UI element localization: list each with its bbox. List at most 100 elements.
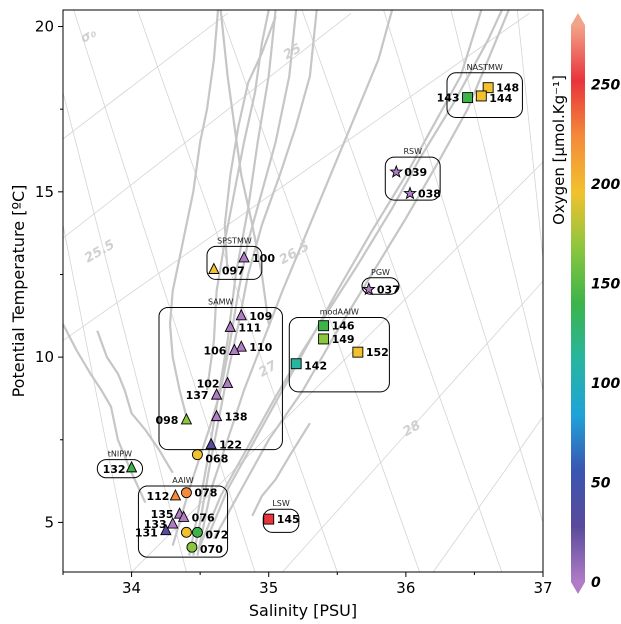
marker-label-070: 070 xyxy=(200,543,223,556)
colorbar-bottom-arrow xyxy=(571,582,585,594)
marker-149 xyxy=(318,333,330,345)
colorbar-body xyxy=(571,25,585,582)
colorbar-top-arrow xyxy=(571,13,585,25)
group-box-spstmw xyxy=(206,245,263,280)
marker-label-112: 112 xyxy=(146,490,169,503)
marker-145 xyxy=(263,513,275,525)
marker-132 xyxy=(125,460,138,473)
marker-070 xyxy=(186,541,198,553)
x-tick-label: 37 xyxy=(533,579,552,597)
isopycnal-line xyxy=(63,224,132,572)
marker-label-146: 146 xyxy=(332,320,355,333)
marker-146 xyxy=(318,320,330,332)
marker-label-072: 072 xyxy=(205,528,228,541)
ctd-profile-line xyxy=(219,10,270,325)
group-label-samw: SAMW xyxy=(208,298,234,307)
marker-label-076: 076 xyxy=(192,511,215,524)
group-box-pgw xyxy=(361,277,400,295)
marker-072 xyxy=(191,526,203,538)
marker-label-038: 038 xyxy=(418,187,441,200)
isopycnal-line xyxy=(63,12,352,239)
marker-100 xyxy=(238,250,250,263)
water-mass-boxes: NASTMW RSW SPSTMW PGW SAMW modAAIW tNIPW AAIW LS… xyxy=(96,63,523,558)
ctd-profiles xyxy=(63,10,510,556)
group-box-nastmw xyxy=(446,72,523,118)
marker-097 xyxy=(208,262,220,274)
group-box-modaaiw xyxy=(288,316,390,393)
x-axis-title: Salinity [PSU] xyxy=(249,601,357,620)
marker-152 xyxy=(352,346,364,358)
marker-label-037: 037 xyxy=(377,283,400,296)
colorbar-tick-label: 0 xyxy=(591,575,601,591)
marker-label-039: 039 xyxy=(404,166,427,179)
plot-frame xyxy=(62,9,544,573)
marker-038 xyxy=(403,186,417,200)
colorbar-title: Oxygen [µmol.Kg⁻¹] xyxy=(550,75,568,225)
x-tick-label: 36 xyxy=(396,579,415,597)
group-box-rsw xyxy=(384,156,441,201)
marker-label-111: 111 xyxy=(238,321,261,334)
marker-076 xyxy=(177,510,190,522)
colorbar: 0 50 100 150 200 250 xyxy=(571,13,620,594)
marker-142 xyxy=(290,358,302,370)
y-tick-label: 5 xyxy=(44,513,54,531)
ctd-profile-line xyxy=(192,10,318,556)
marker-label-110: 110 xyxy=(249,341,272,354)
ctd-profile-line xyxy=(223,16,277,275)
marker-039 xyxy=(389,164,404,178)
marker-label-098: 098 xyxy=(155,414,178,427)
y-tick-label: 10 xyxy=(35,348,54,366)
marker-label-145: 145 xyxy=(277,513,300,526)
marker-137 xyxy=(210,388,223,400)
marker-label-144: 144 xyxy=(489,92,512,105)
isopycnal-line xyxy=(63,92,187,572)
isopycnal-label: 25 xyxy=(281,41,304,63)
isopycnal-line xyxy=(450,10,543,391)
marker-label-148: 148 xyxy=(496,82,519,95)
isopycnal-line xyxy=(282,280,543,572)
y-axis-title: Potential Temperature [ºC] xyxy=(9,185,28,398)
colorbar-tick-label: 150 xyxy=(591,277,620,293)
marker-078 xyxy=(180,487,192,499)
marker-label-109: 109 xyxy=(249,310,272,323)
colorbar-tick-label: 200 xyxy=(591,177,620,193)
ctd-profile-line xyxy=(196,10,394,556)
marker-label-100: 100 xyxy=(252,252,275,265)
group-label-rsw: RSW xyxy=(403,147,422,156)
group-label-spstmw: SPSTMW xyxy=(217,236,252,245)
marker-102 xyxy=(221,376,234,389)
ctd-profile-line xyxy=(199,10,503,547)
marker-label-132: 132 xyxy=(103,463,126,476)
isopycnal-line xyxy=(219,10,420,572)
group-label-aaiw: AAIW xyxy=(172,476,194,485)
isopycnal-line xyxy=(63,12,228,140)
isopycnal-line xyxy=(516,10,543,258)
marker-148 xyxy=(482,82,494,94)
isopycnal-label: 25.5 xyxy=(82,237,117,266)
y-tick-label: 20 xyxy=(35,18,54,36)
marker-label-106: 106 xyxy=(203,345,226,358)
ctd-profile-line xyxy=(251,422,311,517)
marker-label-137: 137 xyxy=(186,389,209,402)
group-label-modaaiw: modAAIW xyxy=(320,307,359,316)
marker-label-138: 138 xyxy=(225,411,248,424)
marker-122 xyxy=(205,437,217,450)
marker-143 xyxy=(462,92,474,104)
group-label-nastmw: NASTMW xyxy=(467,63,503,72)
group-label-pgw: PGW xyxy=(371,268,390,277)
marker-110 xyxy=(235,340,248,352)
x-tick-label: 35 xyxy=(259,579,278,597)
marker-112 xyxy=(169,488,182,501)
x-tick-label: 34 xyxy=(122,579,141,597)
ctd-profile-line xyxy=(168,10,220,417)
isopycnal-line xyxy=(383,10,543,523)
group-box-samw xyxy=(158,307,283,451)
ctd-profile-line xyxy=(212,10,510,540)
marker-098 xyxy=(180,412,193,425)
marker-133 xyxy=(166,517,179,529)
isopycnal-label: 27 xyxy=(256,358,280,381)
marker-label-068: 068 xyxy=(205,453,228,466)
marker-label-142: 142 xyxy=(304,360,327,373)
